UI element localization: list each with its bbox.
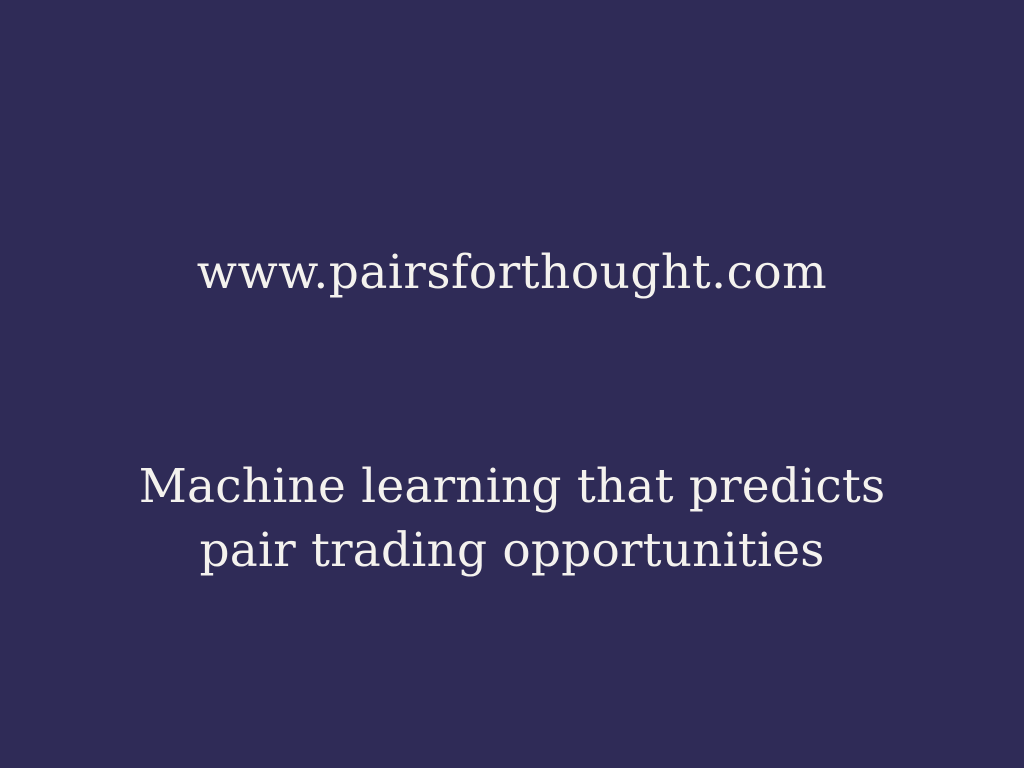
tagline: Machine learning that predicts pair trad…: [0, 455, 1024, 583]
website-url: www.pairsforthought.com: [196, 245, 828, 300]
tagline-line-2: pair trading opportunities: [199, 523, 825, 578]
tagline-line-1: Machine learning that predicts: [138, 459, 886, 514]
